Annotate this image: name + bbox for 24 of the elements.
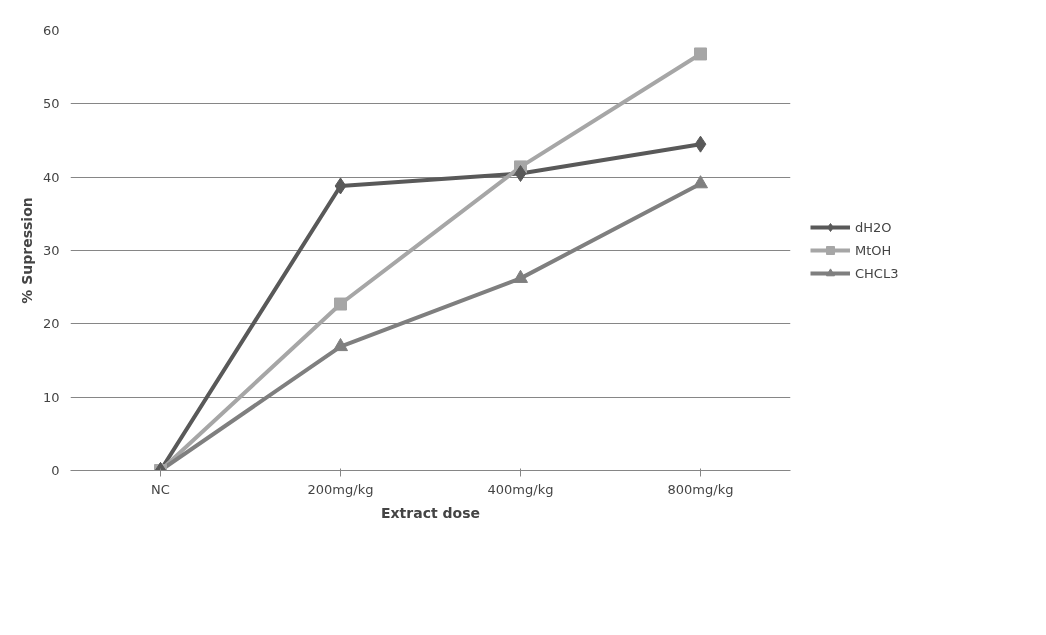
y-tick-label: 60 — [42, 23, 60, 38]
x-tick-label: 200mg/kg — [307, 481, 374, 497]
point — [514, 165, 527, 182]
point — [693, 175, 708, 189]
point — [333, 337, 348, 352]
x-tick-label: 400mg/kg — [487, 481, 554, 497]
point — [694, 135, 707, 153]
y-axis-title: % Supression — [18, 197, 35, 304]
y-tick-label: 0 — [51, 463, 60, 478]
point — [694, 47, 707, 61]
point — [334, 297, 347, 311]
x-tick-label: 800mg/kg — [667, 481, 734, 497]
legend-label: MtOH — [855, 242, 892, 258]
x-axis-title: Extract dose — [381, 504, 480, 521]
legend-label: dH2O — [855, 219, 892, 235]
point — [513, 269, 528, 283]
y-tick-label: 10 — [42, 389, 60, 405]
legend-label: CHCL3 — [855, 265, 899, 281]
y-tick-label: 50 — [42, 96, 60, 112]
y-tick-label: 30 — [42, 243, 60, 258]
y-tick-label: 20 — [42, 316, 60, 332]
point — [334, 177, 347, 195]
y-tick-label: 40 — [42, 169, 60, 185]
x-tick-label: NC — [151, 481, 170, 497]
